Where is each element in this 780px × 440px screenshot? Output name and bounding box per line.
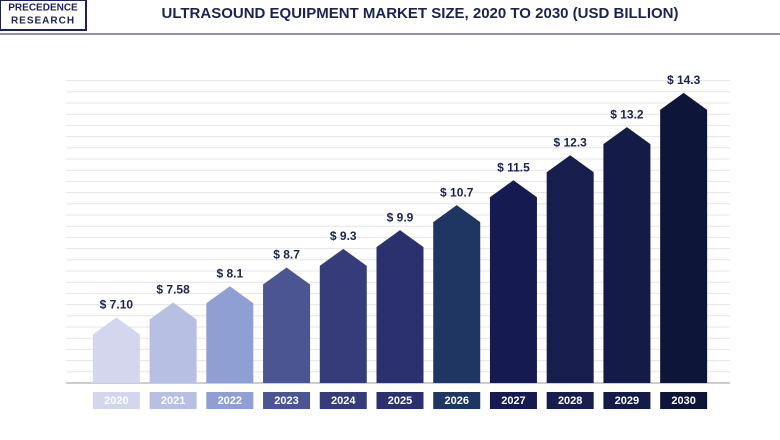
category-box [149,392,197,409]
data-label: $ 7.58 [156,283,190,297]
data-label: $ 11.5 [497,160,530,174]
data-label: $ 7.10 [100,298,134,312]
data-label: $ 9.9 [387,210,414,224]
x-tick-label: 2021 [161,395,185,407]
x-tick-label: 2028 [558,395,582,407]
logo-box [0,0,87,31]
x-tick-label: 2029 [615,395,639,407]
category-box [489,392,537,409]
bar [206,286,254,383]
x-tick-label: 2025 [388,395,412,407]
category-box [206,392,254,409]
bar [376,230,424,383]
bar [433,205,481,383]
category-box [319,392,367,409]
bar [149,302,197,383]
bar [489,180,537,383]
data-label: $ 12.3 [553,135,587,149]
bar [92,317,140,383]
x-tick-label: 2030 [671,395,695,407]
x-tick-label: 2020 [104,395,128,407]
x-tick-label: 2024 [331,395,356,407]
category-box [92,392,140,409]
category-box [376,392,424,409]
bar [263,267,311,383]
data-label: $ 13.2 [610,107,644,121]
category-box [263,392,311,409]
data-label: $ 10.7 [440,185,474,199]
x-tick-label: 2026 [444,395,468,407]
bar [546,155,594,383]
data-label: $ 14.3 [667,73,701,87]
bar [603,127,651,383]
x-tick-label: 2027 [501,395,525,407]
bar [660,92,708,383]
x-tick-label: 2023 [274,395,298,407]
category-box [546,392,594,409]
bar [319,248,367,383]
logo-text: RESEARCH [11,16,75,27]
data-label: $ 8.1 [216,266,243,280]
data-label: $ 9.3 [330,229,357,243]
category-box [603,392,651,409]
category-box [433,392,481,409]
logo-text: PRECEDENCE [8,3,78,14]
data-label: $ 8.7 [273,248,300,262]
chart-title: ULTRASOUND EQUIPMENT MARKET SIZE, 2020 T… [161,5,678,22]
category-box [660,392,708,409]
x-tick-label: 2022 [218,395,242,407]
